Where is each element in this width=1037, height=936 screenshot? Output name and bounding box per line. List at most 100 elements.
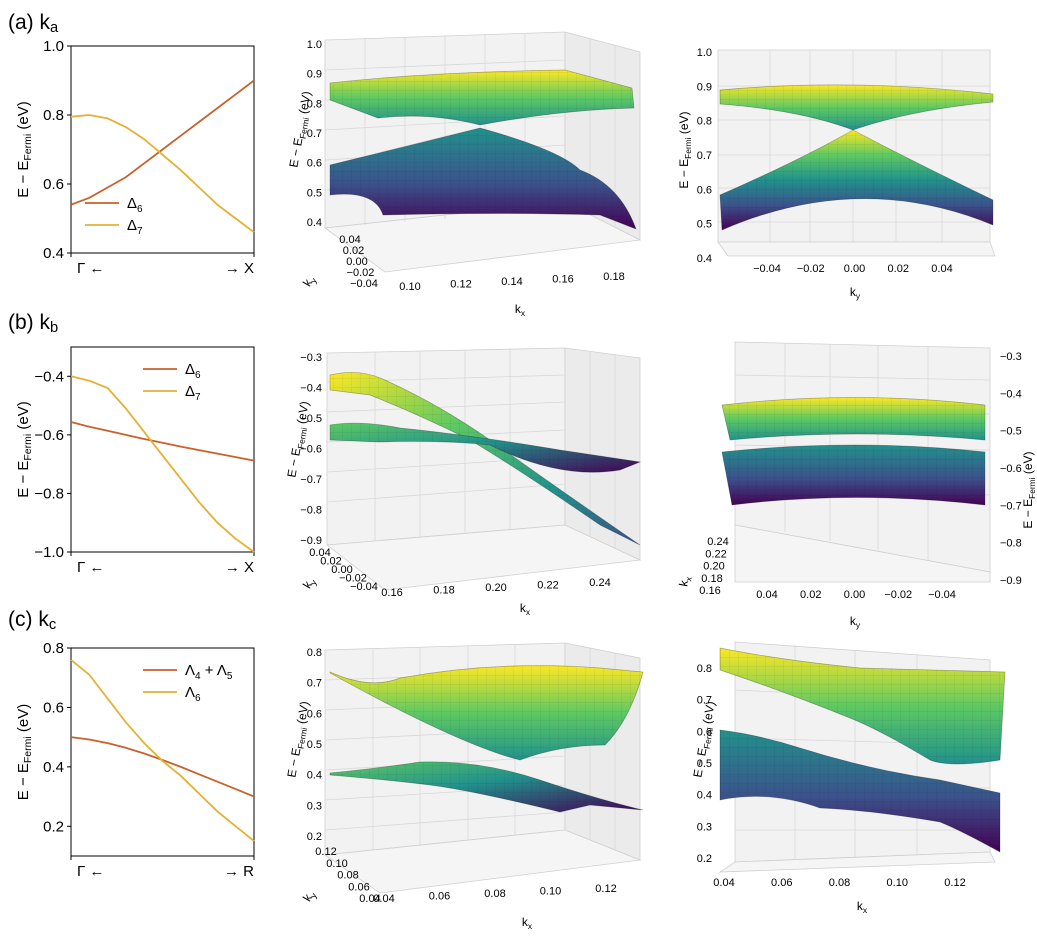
x-tick-label: 0.04 [713,877,734,889]
legend-label: Δ6 [185,361,201,381]
y-tick-label: 0.6 [43,176,64,193]
y-axis-label: E − EFermi (eV) [15,401,34,497]
y-axis-label: ky [300,574,319,592]
surface-chart-a-perspective: 1.0 0.9 0.8 0.7 0.6 0.5 0.4 0.10 0.12 0.14 0.16 0.1… [286,31,642,318]
y-tick-label: 0.02 [343,245,364,257]
x-tick-label: 0.02 [888,263,909,275]
x-tick-label-left: Γ ← [77,559,104,576]
series-line-1 [70,375,255,553]
y-tick-label: 0.00 [331,564,352,576]
upper-band-mesh [330,665,643,760]
z-tick-label: −0.6 [300,444,322,456]
z-tick-label: −0.9 [300,535,322,547]
z-tick-label: 0.3 [307,800,322,812]
upper-band-mesh [330,372,640,545]
z-tick-label: 1.0 [307,39,322,51]
x-tick-label: 0.04 [373,893,394,905]
upper-band [719,647,1006,765]
upper-band-mesh [720,84,993,130]
line-charts: 0.40.60.81.0Γ ← → XE − EFermi (eV)Δ6Δ7−1.… [15,38,255,880]
lower-band-mesh [330,761,643,812]
z-tick-label: 0.5 [307,187,322,199]
x-tick-label: 0.08 [829,877,850,889]
z-tick-label: 0.6 [307,708,322,720]
y-tick-label: 0.24 [707,536,728,548]
y-tick-label: 0.04 [309,547,330,559]
y-tick-label: −0.02 [339,573,367,585]
lower-band [329,127,637,230]
z-tick-label: 0.7 [307,128,322,140]
y-tick-label: 0.02 [320,556,341,568]
z-tick-label: 0.8 [697,116,712,128]
z-tick-label: −0.4 [300,383,322,395]
z-tick-label: 0.8 [697,663,712,675]
x-tick-label-right: → X [225,559,254,576]
x-tick-label: 0.06 [771,877,792,889]
z-tick-label: 0.7 [697,150,712,162]
z-tick-label: 0.2 [307,831,322,843]
x-tick-label: 0.02 [800,589,821,601]
x-tick-label: 0.12 [595,883,616,895]
z-tick-label: −0.4 [1000,388,1022,400]
series-line-1 [70,659,255,842]
floor-pane [325,524,642,591]
lower-band-mesh [720,730,1000,852]
z-axis-label: E − EFermi (eV) [284,400,313,479]
y-tick-label: 0.4 [43,245,64,262]
z-axis-label: E − EFermi (eV) [284,700,313,779]
y-tick-label: −0.4 [34,368,64,385]
grid-line [324,115,566,131]
z-tick-label: −0.5 [1000,426,1022,438]
surface-chart-c-side: 0.8 0.7 0.6 0.5 0.4 0.3 0.20.04 0.06 0.08 0.10 0.1… [690,641,1006,915]
z-tick-label: −0.7 [300,474,322,486]
z-tick-label: 0.6 [307,158,322,170]
z-tick-label: 0.4 [307,770,322,782]
y-tick-label: 0.6 [43,699,64,716]
legend-label: Λ6 [185,684,201,704]
z-axis-label: E − EFermi (eV) [1021,451,1037,528]
z-tick-label: −0.9 [1000,575,1022,587]
lower-band [719,129,994,231]
surface-chart-a-side: 1.0 0.9 0.8 0.7 0.6 0.5 0.4 −0.04 −0.02 0.00 0.02 0… [677,47,996,301]
x-tick-label-right: → R [224,863,254,880]
x-tick-label: 0.16 [381,587,402,599]
lower-band-mesh [330,423,640,473]
x-tick-label: 0.10 [399,281,420,293]
upper-band [329,372,641,546]
y-tick-label: 0.04 [339,234,360,246]
y-tick-label: 0.2 [43,818,64,835]
x-tick-label: 0.00 [844,589,865,601]
x-tick-label: −0.02 [797,263,825,275]
x-tick-label: 0.18 [603,271,624,283]
series-line-0 [70,79,255,206]
y-axis-label: E − EFermi (eV) [15,101,34,197]
y-tick-label: 0.12 [315,846,336,858]
z-tick-label: 0.8 [307,98,322,110]
z-tick-label: −0.3 [1000,351,1022,363]
x-tick-label: 0.00 [844,263,865,275]
y-tick-label: 0.16 [699,585,720,597]
x-tick-label: 0.08 [484,888,505,900]
y-tick-label: 0.00 [346,256,367,268]
z-axis-label: E − EFermi (eV) [286,90,315,169]
panel-label-a: (a) ka [8,11,59,36]
floor-pane [718,851,996,873]
upper-band [329,665,644,761]
x-tick-label: 0.06 [429,891,450,903]
z-tick-label: 0.9 [697,81,712,93]
z-tick-label: −0.3 [300,352,322,364]
series-line-0 [70,421,255,462]
x-tick-label-left: Γ ← [77,260,104,277]
surface-chart-c-perspective: 0.80.70.60.50.40.30.20.04 0.06 0.08 0.10 0.1… [284,642,644,931]
floor-pane [734,524,991,583]
x-tick-label: −0.04 [928,589,956,601]
x-tick-label: 0.10 [540,886,561,898]
y-tick-label: 0.04 [359,893,380,905]
y-tick-label: 0.4 [43,759,64,776]
upper-band [719,84,994,131]
z-tick-label: 0.3 [697,821,712,833]
y-tick-label: −0.8 [34,485,64,502]
line-chart-b: −1.0 −0.8 −0.6 −0.4 Γ ← → X E − EFermi (eV) Δ6Δ… [15,346,255,576]
panel-labels: (a) ka (b) kb (c) kc [8,11,59,633]
